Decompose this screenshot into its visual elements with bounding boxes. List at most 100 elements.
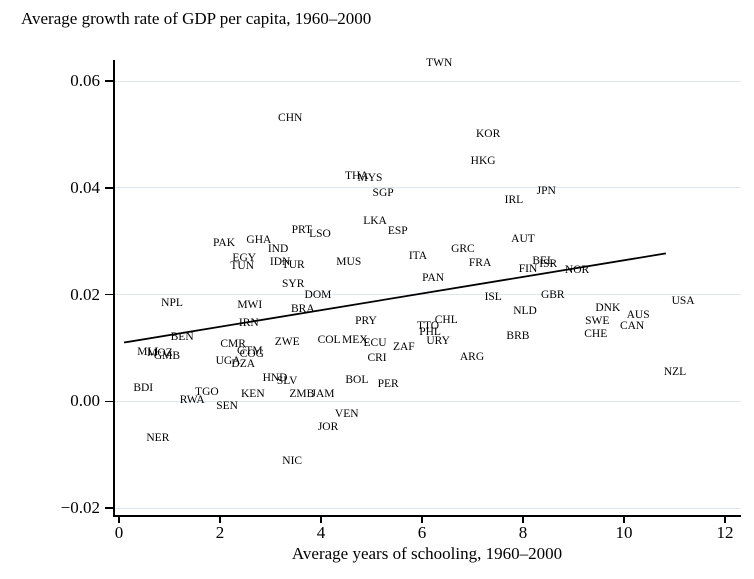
data-point-label: ECU <box>363 337 387 350</box>
gridline <box>114 507 741 509</box>
data-point-label: TWN <box>426 56 453 69</box>
x-axis-title: Average years of schooling, 1960–2000 <box>291 544 563 563</box>
data-point-label: IRL <box>504 194 524 207</box>
data-point-label: ISR <box>539 258 558 271</box>
y-axis-tick-mark <box>105 400 113 402</box>
data-point-label: DOM <box>304 289 332 302</box>
data-point-label: SYR <box>282 278 305 291</box>
data-point-label: CHN <box>278 112 303 125</box>
data-point-label: CHE <box>584 327 608 340</box>
data-point-label: GMB <box>153 349 181 362</box>
data-point-label: CAN <box>619 319 645 332</box>
data-point-label: IND <box>267 243 289 256</box>
gridline <box>114 294 741 295</box>
data-point-label: ZMB <box>289 387 315 400</box>
data-point-label: ESP <box>387 224 408 237</box>
data-point-label: BRB <box>506 330 530 343</box>
data-point-label: NZL <box>663 365 687 378</box>
x-axis-tick-mark <box>118 516 120 523</box>
data-point-label: NPL <box>161 297 183 310</box>
data-point-label: GTM <box>237 345 263 358</box>
data-point-label: BRA <box>290 302 315 315</box>
data-point-label: BOL <box>345 373 369 386</box>
x-axis-tick-label: 10 <box>615 523 633 542</box>
y-axis-tick-mark <box>105 80 113 82</box>
data-point-label: BEL <box>532 254 555 267</box>
x-axis-tick-mark <box>421 516 423 523</box>
gridline <box>114 400 741 402</box>
data-point-label: EGY <box>232 252 257 265</box>
data-point-label: MYS <box>357 172 383 185</box>
data-point-label: LKA <box>363 214 387 227</box>
data-point-label: CHL <box>434 314 458 327</box>
data-point-label: JPN <box>536 184 556 197</box>
data-point-label: AUS <box>626 308 650 321</box>
y-axis-tick-label: −0.02 <box>60 498 100 517</box>
data-point-label: NER <box>146 432 170 445</box>
data-point-label: CMR <box>220 338 246 351</box>
data-point-label: THA <box>345 170 369 182</box>
data-point-label: PHL <box>419 325 441 338</box>
x-axis-tick-mark <box>320 516 322 523</box>
data-point-label: AUT <box>511 232 535 245</box>
data-point-label: BDI <box>133 381 154 394</box>
data-point-label: ISL <box>484 291 502 304</box>
data-point-label: PRY <box>355 315 377 328</box>
gridline <box>114 187 741 189</box>
data-point-label: JAM <box>311 387 335 400</box>
chart-title: Average growth rate of GDP per capita, 1… <box>21 9 372 28</box>
data-point-label: UGA <box>215 355 241 368</box>
data-point-label: DNK <box>595 301 621 314</box>
data-point-label: SEN <box>216 400 238 413</box>
y-axis-spine <box>113 60 115 516</box>
data-point-label: KEN <box>240 387 265 400</box>
y-axis-tick-label: 0.00 <box>70 391 100 411</box>
data-point-label: COG <box>239 347 264 360</box>
data-point-label: SWE <box>585 315 610 328</box>
data-point-label: DZA <box>231 357 256 370</box>
data-point-label: MLI <box>137 346 159 359</box>
x-axis-tick-label: 12 <box>716 523 734 542</box>
data-point-label: MWI <box>237 299 263 312</box>
y-axis-tick-mark <box>105 507 113 509</box>
x-axis-tick-mark <box>219 516 221 523</box>
data-point-label: GRC <box>451 243 475 256</box>
x-axis-tick-mark <box>724 516 726 523</box>
x-axis-spine <box>113 515 741 517</box>
data-point-label: COL <box>317 333 341 346</box>
data-point-label: HND <box>262 371 288 384</box>
x-axis-tick-label: 2 <box>215 523 225 542</box>
data-point-label: VEN <box>334 408 359 421</box>
data-point-label: MUS <box>336 255 362 268</box>
gridline <box>114 80 741 82</box>
y-axis-tick-mark <box>105 187 113 189</box>
data-point-label: ITA <box>408 250 428 263</box>
data-point-label: GHA <box>246 234 272 247</box>
data-point-label: PAN <box>422 271 445 284</box>
data-point-label: TTO <box>416 319 440 332</box>
data-point-label: ZWE <box>274 336 300 348</box>
x-axis-tick-label: 0 <box>114 523 124 542</box>
data-point-label: MEX <box>342 333 368 346</box>
data-point-label: CRI <box>367 352 387 365</box>
data-point-label: GBR <box>540 289 565 302</box>
x-axis-tick-label: 6 <box>417 523 427 542</box>
data-point-label: IRN <box>238 316 259 329</box>
x-axis-tick-mark <box>522 516 524 523</box>
data-point-label: URY <box>426 334 450 347</box>
y-axis-tick-label: 0.06 <box>70 71 100 90</box>
data-point-label: RWA <box>179 394 205 407</box>
data-point-label: NOR <box>564 263 590 276</box>
data-point-label: IDN <box>269 255 291 268</box>
data-point-label: USA <box>671 294 695 307</box>
data-point-label: TUN <box>230 260 255 273</box>
data-point-label: TUR <box>281 259 305 272</box>
x-axis-tick-label: 8 <box>518 523 528 542</box>
data-point-label: HKG <box>470 154 496 167</box>
data-point-label: TGO <box>195 386 219 399</box>
y-axis-tick-label: 0.04 <box>70 177 100 197</box>
data-point-label: MOZ <box>147 347 173 360</box>
data-point-label: SGP <box>372 187 394 200</box>
data-point-label: ZAF <box>392 340 415 353</box>
